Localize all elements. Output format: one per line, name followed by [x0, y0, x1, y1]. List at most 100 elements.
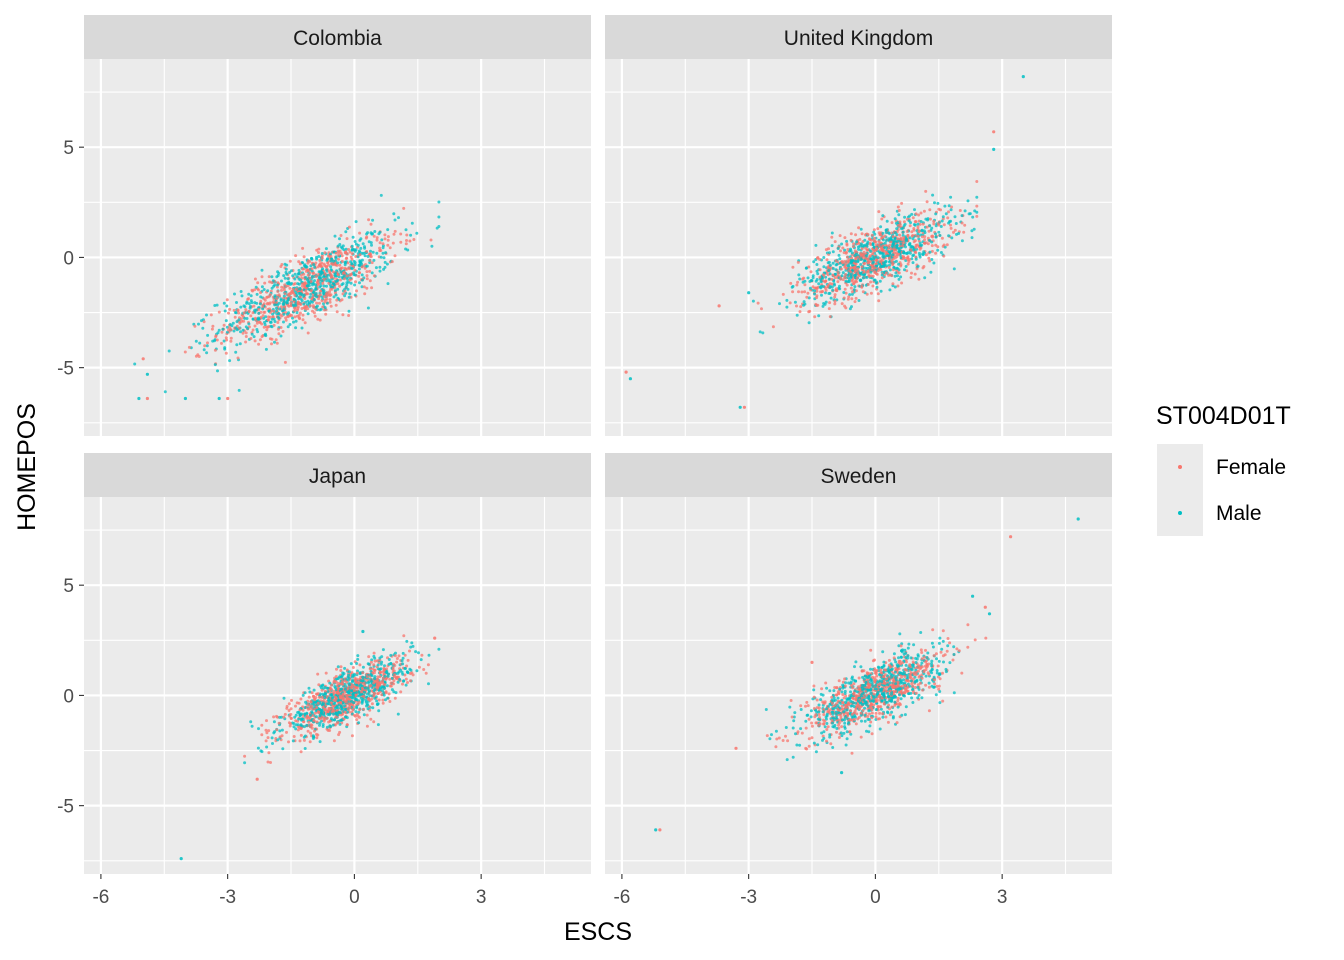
scatter-point [838, 234, 842, 238]
scatter-point [286, 325, 290, 329]
facet-strip [605, 15, 1112, 59]
scatter-point [397, 654, 401, 658]
scatter-point [374, 695, 378, 699]
scatter-point [859, 271, 862, 275]
scatter-point [975, 204, 979, 208]
scatter-point [311, 272, 315, 275]
scatter-point [883, 241, 887, 245]
scatter-point [887, 266, 891, 269]
scatter-point [283, 276, 287, 280]
scatter-point [852, 242, 855, 246]
scatter-point [884, 715, 888, 719]
scatter-point [820, 293, 823, 297]
scatter-point [840, 725, 844, 729]
scatter-point [306, 261, 310, 265]
scatter-point [352, 705, 356, 709]
scatter-point [920, 657, 924, 661]
scatter-point [938, 636, 942, 640]
scatter-point [902, 670, 906, 674]
scatter-point [854, 701, 857, 705]
scatter-point [373, 656, 377, 660]
scatter-point [381, 701, 385, 705]
scatter-point [936, 248, 940, 252]
scatter-point [211, 339, 215, 343]
scatter-point [932, 222, 936, 226]
scatter-point [361, 688, 365, 692]
scatter-point [333, 274, 337, 278]
scatter-point [279, 297, 283, 301]
scatter-point [386, 674, 390, 678]
scatter-point [354, 698, 358, 702]
scatter-point [802, 276, 806, 280]
scatter-point [282, 312, 286, 316]
scatter-point [880, 666, 884, 670]
scatter-point [353, 240, 357, 243]
scatter-point [905, 230, 909, 233]
scatter-point [895, 266, 899, 270]
scatter-point [360, 265, 364, 269]
scatter-point [850, 297, 854, 301]
scatter-point [379, 255, 383, 259]
scatter-point [267, 315, 270, 319]
scatter-point [303, 725, 306, 729]
scatter-point [858, 237, 862, 241]
scatter-point [352, 259, 356, 263]
scatter-point [222, 339, 226, 343]
scatter-point [386, 235, 390, 239]
scatter-point [312, 282, 316, 286]
scatter-point [339, 267, 343, 270]
scatter-point [271, 315, 275, 319]
scatter-point [339, 696, 342, 700]
scatter-point [305, 723, 309, 727]
scatter-point [402, 206, 406, 210]
scatter-point [756, 301, 760, 305]
scatter-point [911, 660, 915, 664]
scatter-point [888, 713, 892, 717]
scatter-point [844, 306, 848, 310]
scatter-point [857, 226, 861, 230]
scatter-point [879, 225, 883, 229]
scatter-point [410, 641, 414, 645]
scatter-point [857, 676, 861, 680]
scatter-point [902, 236, 906, 240]
scatter-point [293, 272, 297, 276]
scatter-point [285, 301, 289, 305]
scatter-point [365, 724, 369, 728]
scatter-point [844, 291, 848, 295]
scatter-point [939, 208, 942, 212]
scatter-point [884, 239, 888, 242]
scatter-point [350, 685, 354, 689]
scatter-point [368, 258, 372, 262]
scatter-point [302, 272, 306, 276]
scatter-point [375, 251, 379, 255]
scatter-point [145, 396, 149, 401]
scatter-point [325, 686, 329, 690]
scatter-point [349, 281, 353, 285]
scatter-point [867, 697, 871, 701]
scatter-point [301, 693, 305, 697]
scatter-point [211, 324, 215, 328]
scatter-point [916, 264, 920, 268]
scatter-point [892, 656, 896, 660]
scatter-point [843, 287, 847, 291]
scatter-point [365, 675, 369, 679]
scatter-point [820, 687, 824, 691]
scatter-point [390, 676, 394, 680]
scatter-point [825, 722, 829, 725]
scatter-point [408, 649, 411, 653]
scatter-point [865, 292, 869, 296]
scatter-point [844, 279, 848, 283]
scatter-point [845, 737, 849, 741]
scatter-point [913, 272, 917, 276]
scatter-point [920, 651, 924, 654]
scatter-point [878, 232, 882, 236]
scatter-point [243, 754, 247, 758]
scatter-point [321, 725, 325, 728]
scatter-point [358, 281, 361, 285]
scatter-point [738, 405, 742, 409]
scatter-point [368, 261, 372, 265]
scatter-point [318, 723, 321, 727]
scatter-point [894, 678, 898, 682]
scatter-point [917, 693, 921, 697]
scatter-point [245, 301, 249, 305]
